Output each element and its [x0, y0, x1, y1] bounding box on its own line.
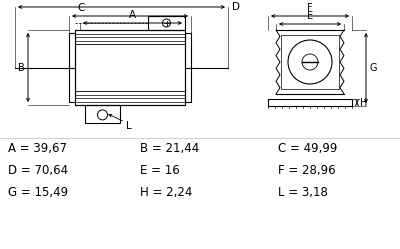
Text: G: G [369, 63, 376, 73]
Text: F = 28,96: F = 28,96 [278, 164, 336, 177]
Text: D: D [232, 2, 240, 12]
Text: B: B [18, 62, 25, 72]
Text: A: A [129, 10, 136, 20]
Text: A = 39,67: A = 39,67 [8, 141, 67, 154]
Text: B = 21,44: B = 21,44 [140, 141, 199, 154]
Text: G = 15,49: G = 15,49 [8, 186, 68, 198]
Text: D = 70,64: D = 70,64 [8, 164, 68, 177]
Text: L: L [126, 121, 132, 131]
Text: L = 3,18: L = 3,18 [278, 186, 328, 198]
Text: F: F [307, 3, 313, 13]
Text: H: H [360, 98, 367, 108]
Text: E: E [307, 11, 313, 21]
Text: H = 2,24: H = 2,24 [140, 186, 192, 198]
Text: C: C [77, 3, 85, 13]
Text: E = 16: E = 16 [140, 164, 180, 177]
Text: C = 49,99: C = 49,99 [278, 141, 337, 154]
